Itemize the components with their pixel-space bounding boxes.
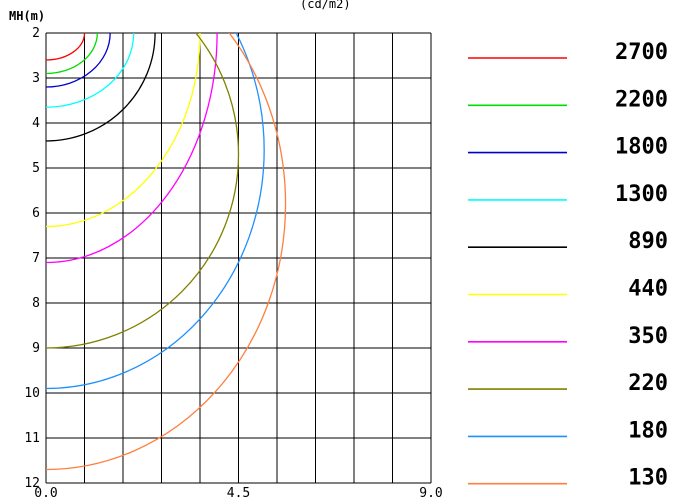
y-tick-label: 2 [32,26,40,41]
x-tick-label: 4.5 [227,486,250,501]
y-tick-label: 12 [24,476,40,491]
x-tick-label: 0.0 [34,486,57,501]
legend-label-350: 350 [628,324,668,349]
plot-curves [46,33,287,471]
contour-130 [46,33,287,471]
y-tick-labels: 2 3 4 5 6 7 8 9 10 11 12 [24,26,40,491]
y-tick-label: 7 [32,251,40,266]
legend-label-1300: 1300 [615,182,668,207]
x-tick-label: 9.0 [419,486,442,501]
legend-label-2700: 2700 [615,40,668,65]
contour-180 [46,33,265,390]
legend-label-220: 220 [628,371,668,396]
y-tick-label: 9 [32,341,40,356]
top-unit-label: (cd/m2) [300,0,351,11]
legend-label-180: 180 [628,418,668,443]
y-tick-label: 5 [32,161,40,176]
x-tick-labels: 0.0 4.5 9.0 [34,486,442,501]
contour-220 [46,33,240,349]
y-tick-label: 10 [24,386,40,401]
contour-440 [46,33,201,228]
legend-label-890: 890 [628,229,668,254]
y-tick-label: 11 [24,431,40,446]
legend-label-130: 130 [628,466,668,491]
legend-label-440: 440 [628,277,668,302]
y-axis-label: MH(m) [9,9,45,23]
legend-label-2200: 2200 [615,87,668,112]
y-tick-label: 3 [32,71,40,86]
legend-label-1800: 1800 [615,135,668,160]
plot-grid [45,32,432,484]
y-tick-label: 8 [32,296,40,311]
y-tick-label: 6 [32,206,40,221]
y-tick-label: 4 [32,116,40,131]
legend: 2700 2200 1800 1300 890 440 350 220 180 130 [468,40,668,491]
